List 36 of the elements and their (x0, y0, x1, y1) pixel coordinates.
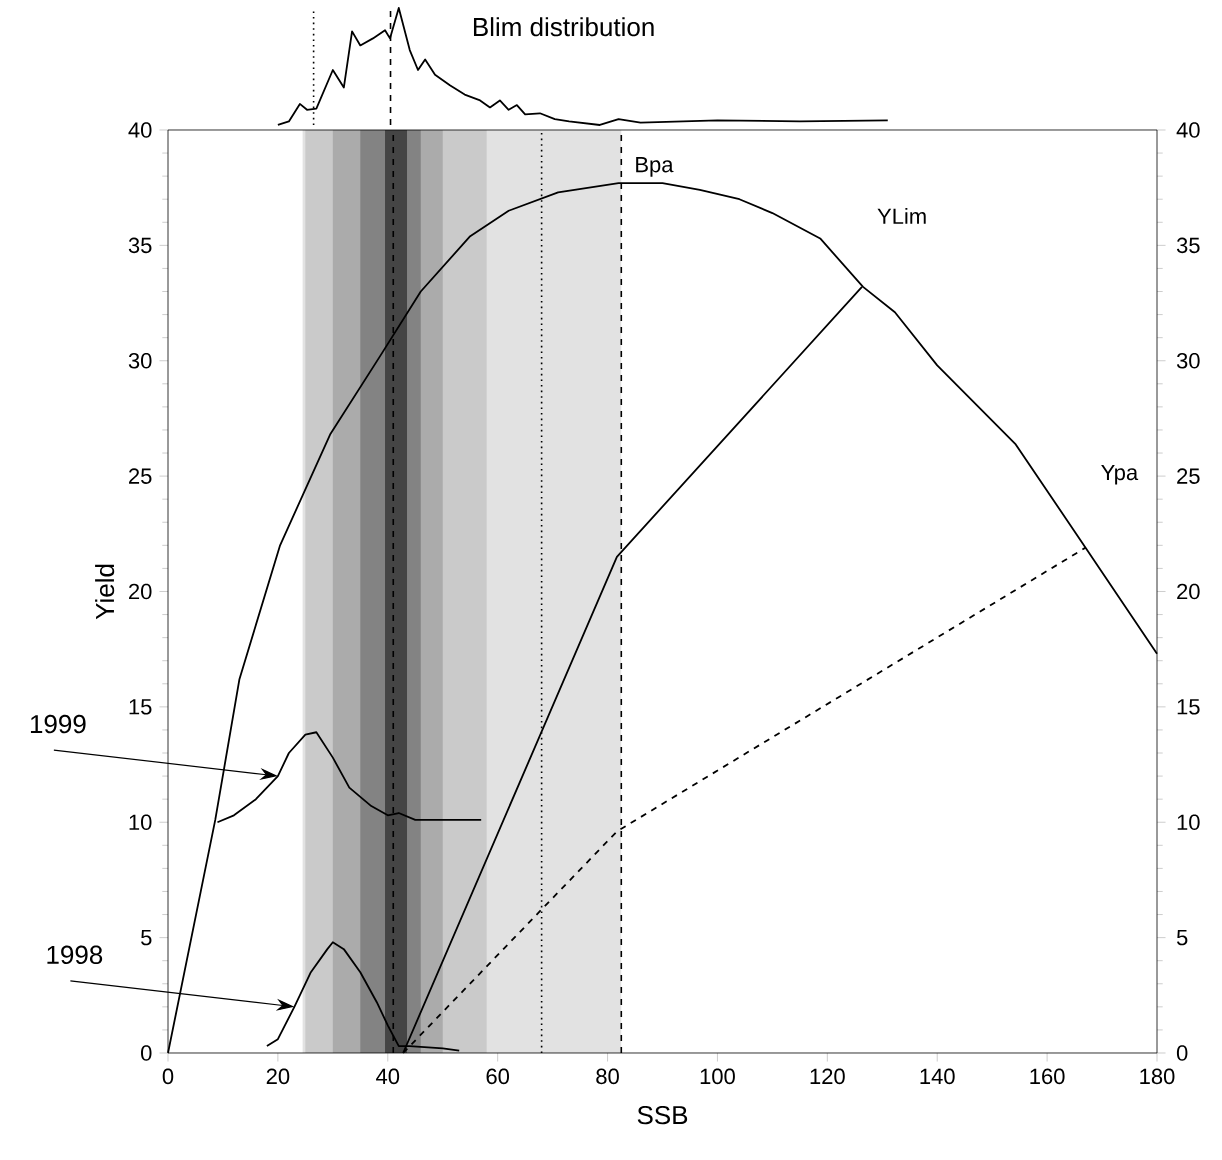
y-tick-label: 30 (128, 352, 152, 369)
x-tick-label: 80 (596, 1068, 619, 1085)
x-tick-label: 180 (1140, 1068, 1175, 1085)
x-axis-title: SSB (637, 1105, 688, 1125)
y2-tick-label: 5 (1176, 929, 1188, 946)
x-tick-label: 120 (810, 1068, 845, 1085)
y2-tick-label: 40 (1176, 122, 1200, 138)
text: 1998 (47, 945, 103, 965)
y2-tick-label: 25 (1177, 468, 1200, 484)
x-tick-label: 40 (376, 1068, 400, 1085)
ref-line-label: Bpa (636, 157, 674, 177)
y-axis-title: Yield (95, 564, 115, 620)
x-tick-label: 60 (486, 1068, 510, 1085)
x-tick-label: 100 (700, 1068, 735, 1085)
x-tick-label: 140 (920, 1068, 955, 1085)
y-tick-label: 10 (129, 814, 152, 831)
y-tick-label: 5 (141, 929, 152, 946)
y-tick-label: 25 (129, 468, 152, 484)
y-tick-label: 0 (141, 1045, 152, 1061)
y-tick-label: 15 (129, 699, 152, 715)
y-tick-label: 35 (128, 237, 152, 254)
x-tick-label: 20 (266, 1068, 290, 1085)
y2-tick-label: 30 (1176, 352, 1200, 369)
y2-tick-label: 35 (1176, 237, 1200, 254)
y-tick-label: 40 (128, 122, 152, 138)
y2-tick-label: 20 (1177, 583, 1200, 600)
y-tick-label: 20 (129, 583, 152, 600)
y2-tick-label: 0 (1176, 1045, 1188, 1061)
text: Ypa (1101, 464, 1139, 485)
chart-title: Blim distribution (473, 17, 654, 37)
x-tick-label: 160 (1030, 1068, 1065, 1085)
text: 1999 (30, 714, 86, 734)
x-tick-label: 0 (162, 1068, 174, 1085)
y2-tick-label: 15 (1177, 699, 1200, 715)
text: YLim (877, 207, 926, 224)
y2-tick-label: 10 (1177, 814, 1200, 831)
